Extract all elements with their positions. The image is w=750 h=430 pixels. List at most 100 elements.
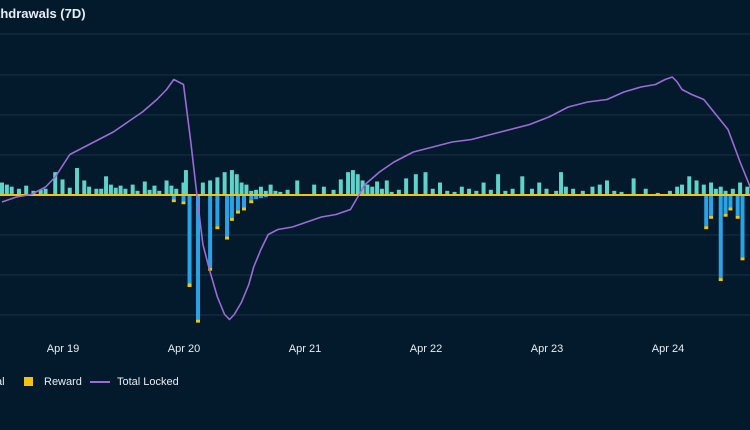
- legend-swatch-reward: [24, 377, 33, 386]
- deposit-bar: [321, 186, 326, 195]
- x-tick-label: Apr 23: [531, 343, 563, 355]
- reward-bar: [215, 226, 220, 230]
- deposit-bar: [423, 172, 428, 195]
- deposit-bar: [375, 181, 380, 195]
- grid: [0, 33, 750, 316]
- deposit-bar: [249, 190, 254, 195]
- withdrawal-bar: [704, 195, 709, 227]
- deposit-bar: [554, 190, 559, 195]
- deposit-bar: [655, 192, 660, 195]
- deposit-bar: [43, 188, 48, 195]
- deposit-bar: [563, 186, 568, 195]
- withdrawal-bar: [263, 195, 268, 198]
- deposit-bar: [694, 180, 699, 195]
- deposit-bar: [467, 188, 472, 195]
- deposit-bar: [234, 174, 239, 195]
- withdrawal-bar: [225, 195, 230, 237]
- withdrawal-bar: [718, 195, 723, 279]
- reward-bar: [196, 319, 201, 323]
- reward-bar: [709, 215, 714, 219]
- legend-swatch-total-locked: [90, 381, 110, 383]
- legend-label-withdrawal: al: [0, 376, 5, 388]
- deposit-bar: [370, 186, 375, 195]
- deposit-bar: [312, 184, 317, 195]
- deposit-bar: [181, 182, 186, 195]
- deposit-bar: [350, 170, 355, 195]
- withdrawal-bar: [254, 195, 259, 200]
- deposit-bar: [200, 182, 205, 195]
- deposit-bar: [295, 180, 300, 195]
- reward-bar: [718, 278, 723, 282]
- deposit-bar: [53, 172, 58, 195]
- deposit-bar: [488, 189, 493, 195]
- deposit-bar: [244, 184, 249, 195]
- deposit-bar: [208, 180, 213, 195]
- deposit-bar: [430, 188, 435, 195]
- withdrawal-bar: [723, 195, 728, 214]
- deposit-bar: [169, 185, 174, 195]
- withdrawal-bar: [249, 195, 254, 201]
- deposit-bar: [413, 174, 418, 195]
- reward-bar: [242, 207, 246, 211]
- withdrawal-bar: [740, 195, 745, 258]
- deposit-bar: [273, 190, 278, 195]
- deposit-bar: [118, 185, 123, 195]
- legend-label-total-locked: Total Locked: [117, 376, 179, 388]
- deposit-bar: [713, 188, 718, 195]
- withdrawal-bar: [171, 195, 176, 200]
- reward-bar: [704, 226, 709, 230]
- deposit-bar: [459, 186, 464, 195]
- deposit-bar: [510, 188, 515, 195]
- deposit-bar: [384, 180, 389, 195]
- deposit-bar: [631, 178, 636, 195]
- deposit-bar: [396, 189, 401, 195]
- deposit-bar: [108, 184, 113, 195]
- deposit-bar: [152, 185, 157, 195]
- deposit-bar: [113, 187, 118, 195]
- x-tick-label: Apr 24: [652, 343, 684, 355]
- deposit-bar: [254, 189, 259, 195]
- deposit-bar: [404, 178, 409, 195]
- deposit-bar: [60, 179, 65, 195]
- deposit-bar: [355, 174, 360, 195]
- deposit-bar: [16, 188, 21, 195]
- deposit-bar: [229, 170, 234, 195]
- deposit-bar: [104, 176, 109, 195]
- deposit-bar: [278, 191, 283, 195]
- deposit-bar: [123, 188, 128, 195]
- withdrawal-bar: [229, 195, 234, 218]
- reward-bar: [181, 201, 186, 205]
- deposit-bar: [164, 180, 169, 195]
- deposit-bar: [701, 184, 706, 195]
- deposit-bar: [723, 190, 728, 195]
- bar-layer: [0, 168, 750, 323]
- deposit-bar: [452, 191, 457, 195]
- withdrawal-bar: [187, 195, 192, 284]
- deposit-bar: [67, 187, 72, 195]
- reward-bar: [235, 210, 240, 214]
- deposit-bar: [87, 186, 92, 195]
- reward-bar: [740, 257, 745, 261]
- deposit-bar: [445, 190, 450, 195]
- deposit-bar: [174, 188, 179, 195]
- deposit-bar: [389, 191, 394, 195]
- deposit-bar: [571, 188, 576, 195]
- deposit-bar: [605, 180, 609, 195]
- deposit-bar: [643, 188, 648, 195]
- deposit-bar: [667, 190, 672, 195]
- legend-label-reward: Reward: [44, 376, 82, 388]
- reward-bar: [735, 215, 740, 219]
- deposit-bar: [481, 182, 486, 195]
- line-layer: [1, 76, 750, 321]
- deposit-bar: [222, 172, 227, 195]
- deposit-bar: [365, 184, 370, 195]
- deposit-bar: [183, 170, 188, 195]
- reward-bar: [249, 200, 254, 204]
- deposit-bar: [619, 191, 624, 195]
- deposit-bar: [687, 176, 692, 195]
- reward-bar: [171, 199, 176, 203]
- deposit-bar: [438, 182, 443, 195]
- reward-bar: [229, 217, 234, 221]
- deposit-bar: [379, 188, 384, 195]
- deposit-bar: [675, 186, 680, 195]
